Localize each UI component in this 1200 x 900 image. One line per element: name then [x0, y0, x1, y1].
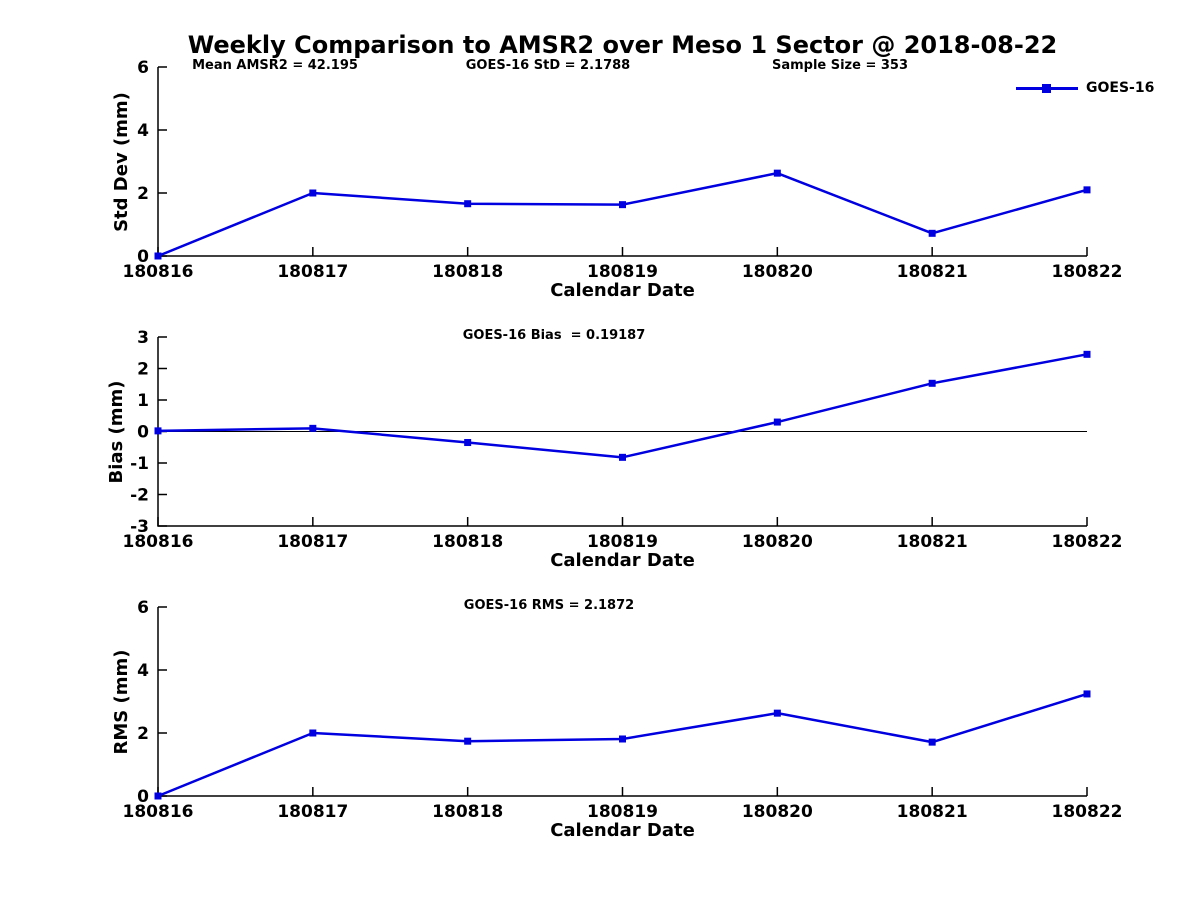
y-tick-label: 0: [137, 787, 149, 807]
data-point-marker: [464, 439, 472, 447]
y-tick-label: -3: [130, 517, 149, 537]
data-line: [157, 353, 1088, 459]
x-tick-label: 180820: [742, 802, 813, 822]
x-tick-label: 180822: [1052, 262, 1123, 282]
y-tick-label: 1: [137, 391, 149, 411]
data-point-marker: [773, 169, 781, 177]
x-tick-label: 180821: [897, 802, 968, 822]
legend-label-goes16: GOES-16: [1086, 80, 1155, 96]
y-tick-label: 6: [137, 58, 149, 78]
data-point-marker: [619, 735, 626, 743]
x-tick-label: 180819: [587, 802, 658, 822]
data-point-marker: [154, 252, 162, 260]
data-point-marker: [309, 189, 317, 197]
annotation-goes16-bias: GOES-16 Bias = 0.19187: [462, 328, 646, 343]
y-tick-label: 0: [137, 247, 149, 267]
x-tick-label: 180818: [432, 532, 503, 552]
x-tick-label: 180817: [277, 802, 348, 822]
x-tick-label: 180818: [432, 802, 503, 822]
x-tick-label: 180821: [897, 262, 968, 282]
page-title: Weekly Comparison to AMSR2 over Meso 1 S…: [187, 31, 1058, 59]
annotation-goes16-rms: GOES-16 RMS = 2.1872: [463, 598, 635, 613]
x-tick-label: 180821: [897, 532, 968, 552]
y-tick-label: 0: [137, 423, 149, 443]
x-axis-label-middle: Calendar Date: [550, 550, 695, 571]
y-tick-label: 4: [137, 661, 149, 681]
x-tick-label: 180816: [123, 802, 194, 822]
axis-spine: [157, 607, 1087, 797]
y-tick-label: 2: [137, 360, 149, 380]
data-point-marker: [154, 792, 162, 800]
x-tick-label: 180819: [587, 532, 658, 552]
data-point-marker: [619, 201, 626, 209]
x-tick-label: 180816: [123, 532, 194, 552]
y-tick-label: 3: [137, 328, 149, 348]
data-point-marker: [928, 379, 936, 387]
y-tick-label: -1: [130, 454, 149, 474]
annotation-sample-size: Sample Size = 353: [771, 58, 909, 73]
data-point-marker: [154, 427, 162, 435]
annotation-mean-amsr2: Mean AMSR2 = 42.195: [192, 58, 358, 73]
x-tick-label: 180820: [742, 262, 813, 282]
x-tick-label: 180816: [123, 262, 194, 282]
y-tick-label: 6: [137, 598, 149, 618]
data-point-marker: [928, 738, 936, 746]
data-point-marker: [928, 229, 936, 237]
y-tick-label: 2: [137, 184, 149, 204]
x-axis-label-bottom: Calendar Date: [550, 820, 695, 841]
y-tick-label: -2: [130, 486, 149, 506]
x-tick-label: 180817: [277, 532, 348, 552]
axis-spine: [157, 67, 1087, 257]
data-point-marker: [464, 737, 472, 745]
y-tick-label: 2: [137, 724, 149, 744]
x-tick-label: 180822: [1052, 532, 1123, 552]
data-point-marker: [619, 453, 626, 461]
data-line: [157, 692, 1088, 798]
annotation-goes16-std: GOES-16 StD = 2.1788: [465, 58, 631, 73]
data-point-marker: [1083, 690, 1091, 698]
data-point-marker: [1083, 350, 1091, 358]
x-tick-label: 180822: [1052, 802, 1123, 822]
legend-square-marker-icon: [1042, 84, 1051, 93]
data-point-marker: [1083, 186, 1091, 194]
x-axis-label-top: Calendar Date: [550, 280, 695, 301]
x-tick-label: 180817: [277, 262, 348, 282]
y-tick-label: 4: [137, 121, 149, 141]
data-line: [157, 171, 1088, 258]
data-point-marker: [773, 418, 781, 426]
x-tick-label: 180820: [742, 532, 813, 552]
data-point-marker: [773, 709, 781, 717]
x-tick-label: 180819: [587, 262, 658, 282]
data-point-marker: [464, 200, 472, 208]
data-point-marker: [309, 424, 317, 432]
x-tick-label: 180818: [432, 262, 503, 282]
data-point-marker: [309, 729, 317, 737]
